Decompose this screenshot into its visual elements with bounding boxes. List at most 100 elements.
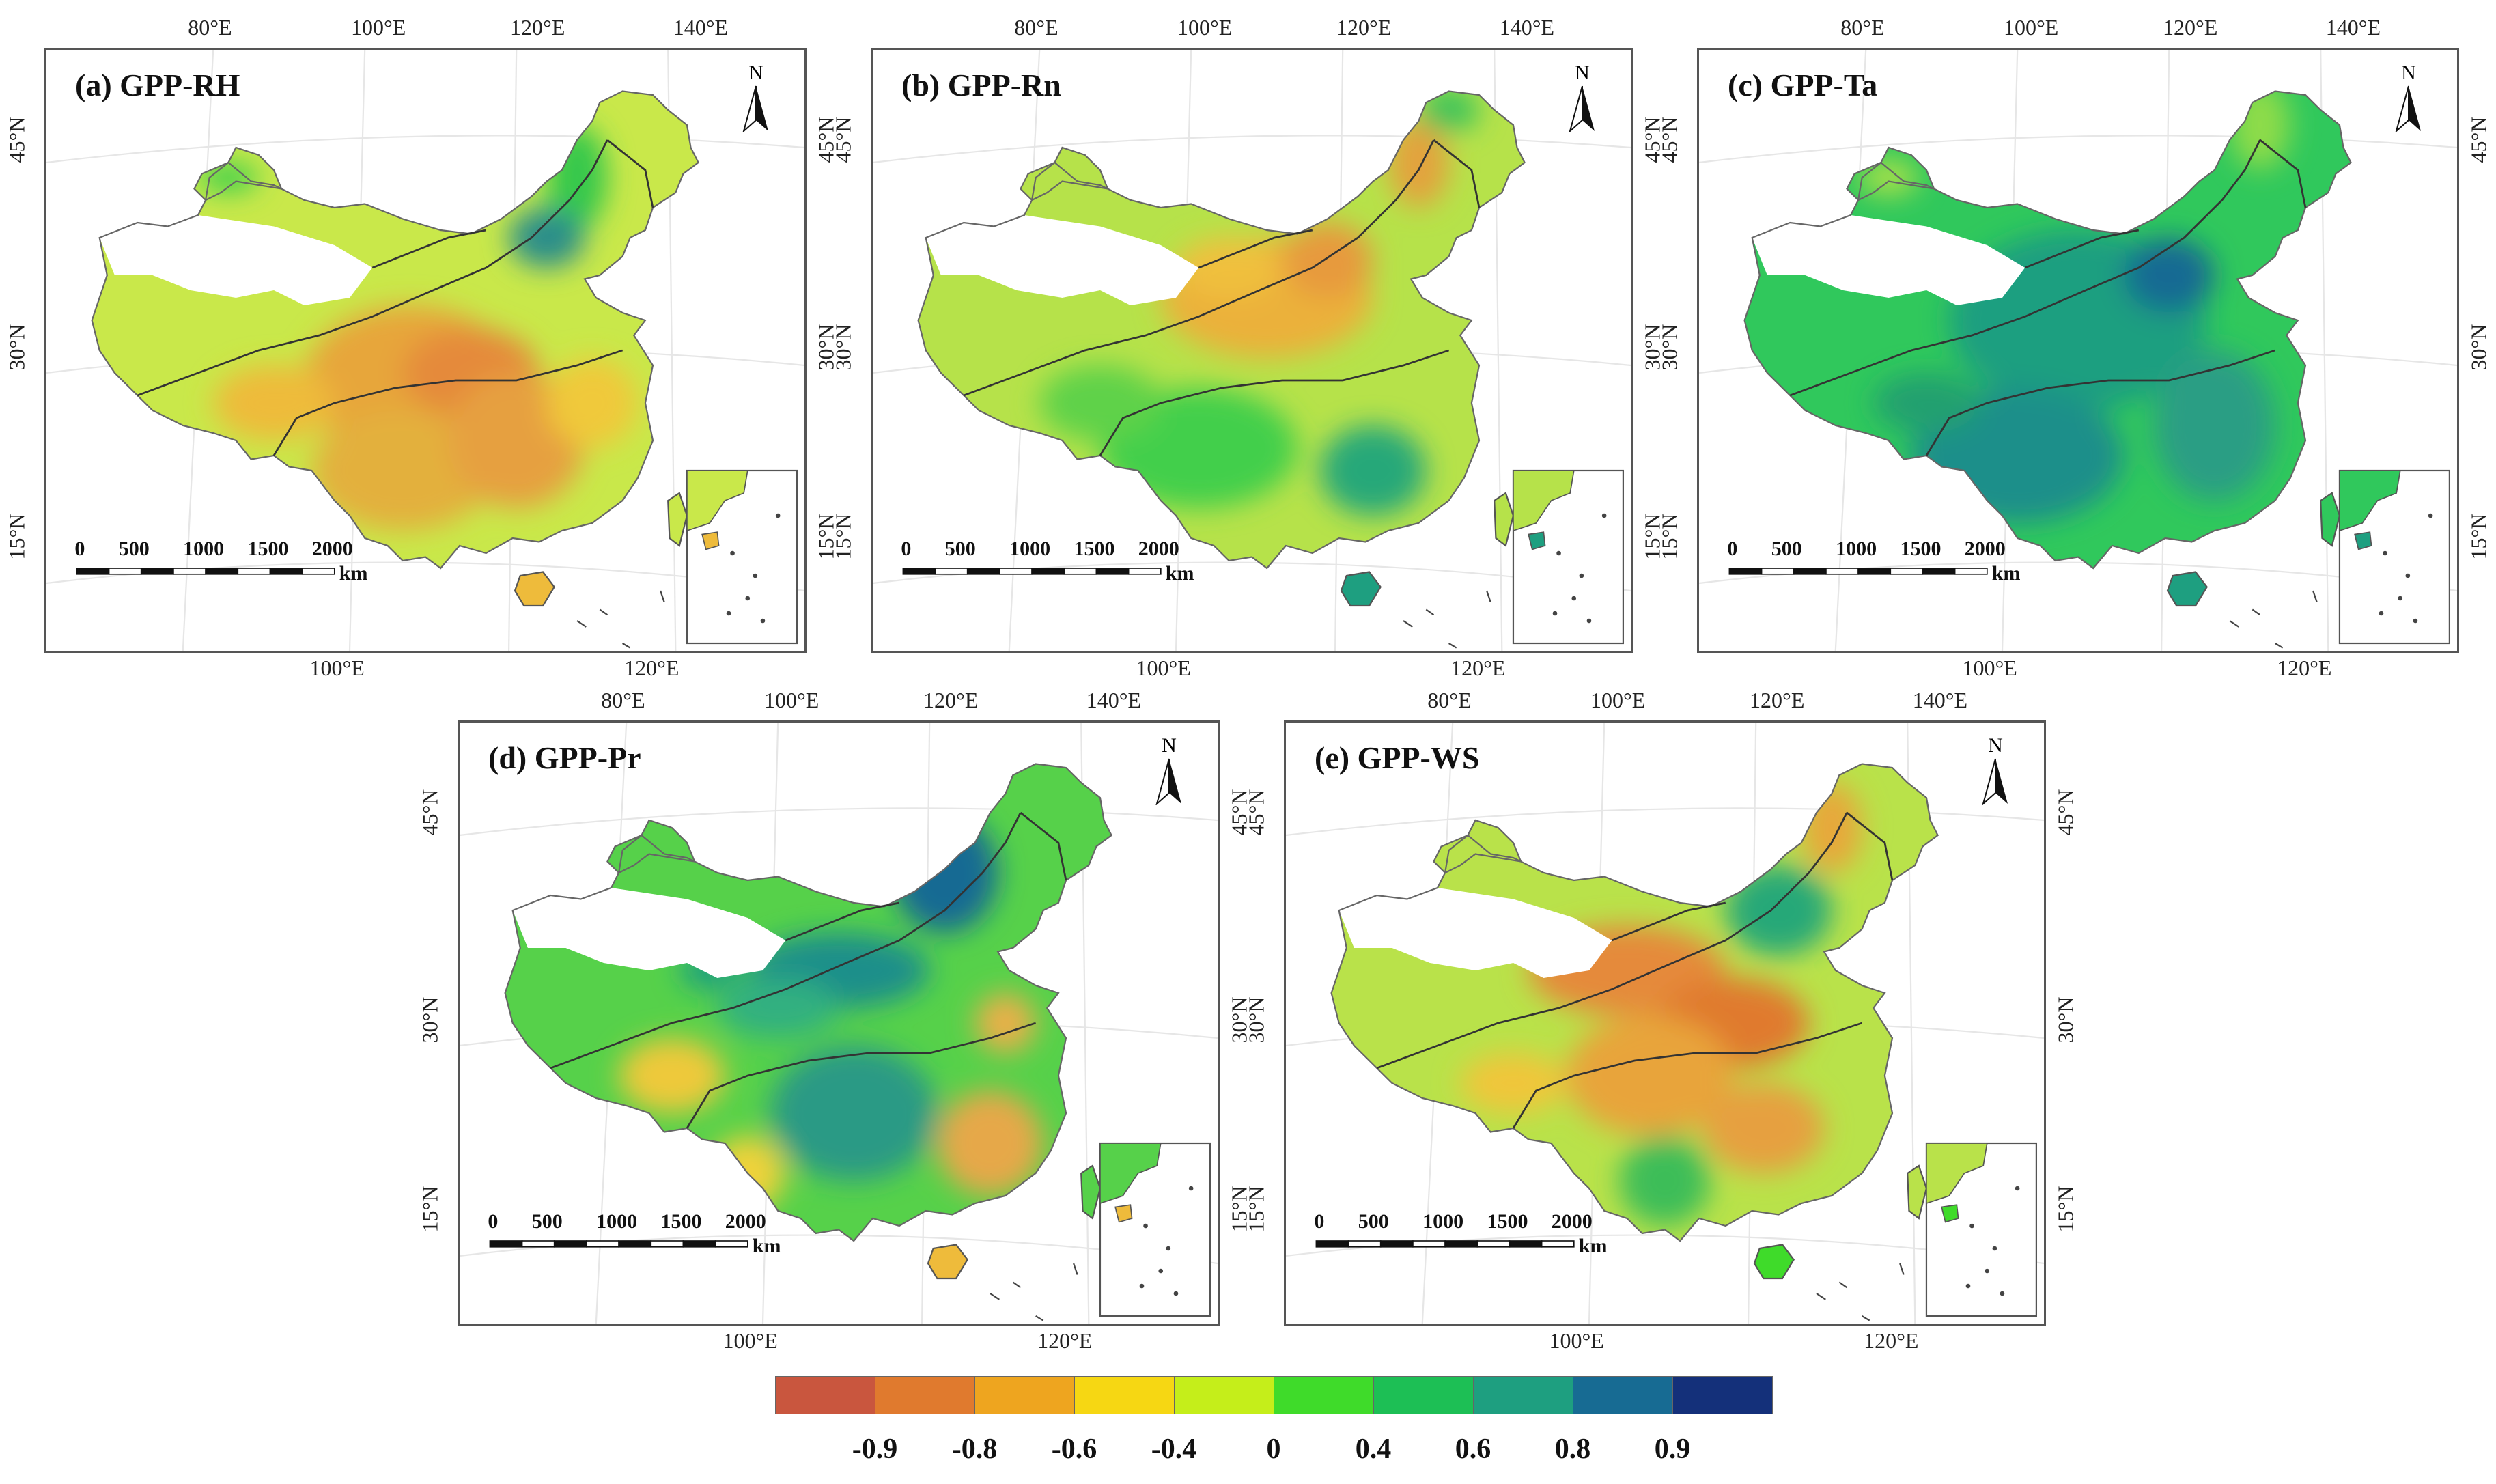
scalebar-label: 500 [1771,537,1802,560]
island-dash [1425,608,1435,616]
lon-label-top: 140°E [1499,15,1555,40]
inset-island-dot [1601,513,1607,518]
scalebar-segment [1922,568,1956,575]
island-dash [1035,1315,1044,1321]
island-dash [660,590,665,602]
lat-label-right: 45°N [2466,116,2491,163]
map-frame [1697,48,2459,653]
scalebar-segment [1031,568,1065,575]
scalebar-segment [521,1240,555,1248]
scalebar-segment [237,568,271,575]
map-panel-a: (a) GPP-RH N 0 500 1000 1500 2000 km 80°E 100°E 12… [0,0,843,690]
inset-island-dot [1571,596,1577,601]
legend-tick-label: -0.6 [1051,1433,1097,1465]
scalebar-label: 0 [488,1210,499,1233]
north-arrow-icon: N [2394,61,2424,136]
legend-swatch [775,1376,875,1414]
inset-island-dot [726,611,731,616]
lat-label-right: 15°N [2466,513,2491,560]
lon-label-top: 80°E [188,15,232,40]
panel-title: (e) GPP-WS [1315,740,1480,775]
lon-label-top: 140°E [2325,15,2381,40]
inset-island-dot [730,550,735,556]
lon-label-bottom: 120°E [1450,656,1506,680]
scalebar-segment [1825,568,1859,575]
country-outline [617,819,696,874]
lon-label-top: 80°E [1427,688,1472,712]
island-dash [1012,1281,1022,1289]
lat-label-left: 15°N [417,1186,443,1233]
inset-land [2339,470,2401,532]
legend-tick-label: -0.4 [1151,1433,1197,1465]
island [927,1244,969,1280]
scalebar-segment [205,568,239,575]
lat-label-left: 15°N [1657,513,1682,560]
scalebar-segment [902,568,936,575]
scalebar-label: 1000 [596,1210,638,1233]
island-dash [1838,1281,1848,1289]
island [1080,1164,1102,1220]
country-outline [1857,146,1935,201]
lat-label-right: 30°N [2466,324,2491,371]
scalebar-segment [1315,1240,1349,1248]
legend-swatch [974,1376,1075,1414]
country-outline [504,763,1113,1242]
zone-boundary [1846,811,1894,881]
inset-island-dot [1969,1223,1974,1229]
island [514,571,556,607]
island-dash [990,1293,1000,1300]
inset-island-dot [2428,513,2433,518]
lon-label-bottom: 120°E [1037,1328,1093,1353]
scalebar-segment [1793,568,1827,575]
map-panel-d: (d) GPP-Pr N 0 500 1000 1500 2000 km 80°E 100°E 12… [413,673,1257,1362]
legend-tick-label: 0 [1266,1433,1281,1465]
inset-island-dot [2405,573,2411,578]
inset-island-dot [1985,1268,1990,1274]
map-frame [44,48,807,653]
island-dash [2252,608,2261,616]
scalebar-unit: km [1578,1235,1608,1257]
lon-label-bottom: 100°E [1136,656,1191,680]
inset-island-dot [1143,1223,1148,1229]
scalebar-segment [1444,1240,1478,1248]
legend-swatch [1074,1376,1175,1414]
country-outline [204,146,283,201]
island-dash [599,608,608,616]
inset-island-dot [1992,1246,1997,1251]
scalebar-label: 1000 [1009,537,1051,560]
map-panel-b: (b) GPP-Rn N 0 500 1000 1500 2000 km 80°E 100°E 12… [826,0,1670,690]
inset-island-dot [2000,1291,2005,1296]
inset-island-dot [1166,1246,1171,1251]
legend-swatch [1373,1376,1474,1414]
island [2166,571,2208,607]
scalebar-label: 2000 [311,537,353,560]
lat-label-left: 30°N [830,324,856,371]
lon-label-bottom: 120°E [1864,1328,1919,1353]
lat-label-left: 45°N [4,116,29,163]
scalebar-segment [999,568,1033,575]
scalebar-label: 1500 [1487,1210,1528,1233]
scalebar-segment [966,568,1000,575]
scalebar-segment [1379,1240,1414,1248]
map-frame [458,720,1220,1326]
island-dash [1448,643,1457,649]
zone-boundary [1789,139,2261,397]
lon-label-bottom: 120°E [2277,656,2332,680]
lon-label-top: 100°E [350,15,406,40]
zone-boundary [1433,139,1481,208]
inset-island-dot [1188,1186,1194,1191]
scalebar-label: 500 [118,537,150,560]
island-dash [2229,620,2239,628]
zone-boundary [371,229,487,269]
zone-boundary [686,1022,1037,1129]
north-label: N [1575,61,1590,84]
scalebar-segment [301,568,335,575]
no-data-region [1338,888,1612,978]
zone-boundary [137,139,608,397]
lat-label-right: 30°N [2053,996,2078,1044]
island [1494,492,1515,547]
island-dash [1073,1263,1078,1275]
lat-label-left: 30°N [1244,996,1269,1044]
map-svg [46,50,804,651]
lon-label-top: 140°E [1912,688,1968,712]
